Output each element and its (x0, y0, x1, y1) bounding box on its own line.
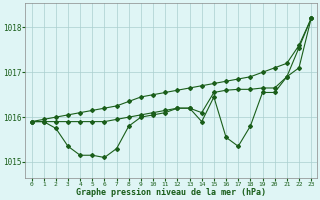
X-axis label: Graphe pression niveau de la mer (hPa): Graphe pression niveau de la mer (hPa) (76, 188, 266, 197)
